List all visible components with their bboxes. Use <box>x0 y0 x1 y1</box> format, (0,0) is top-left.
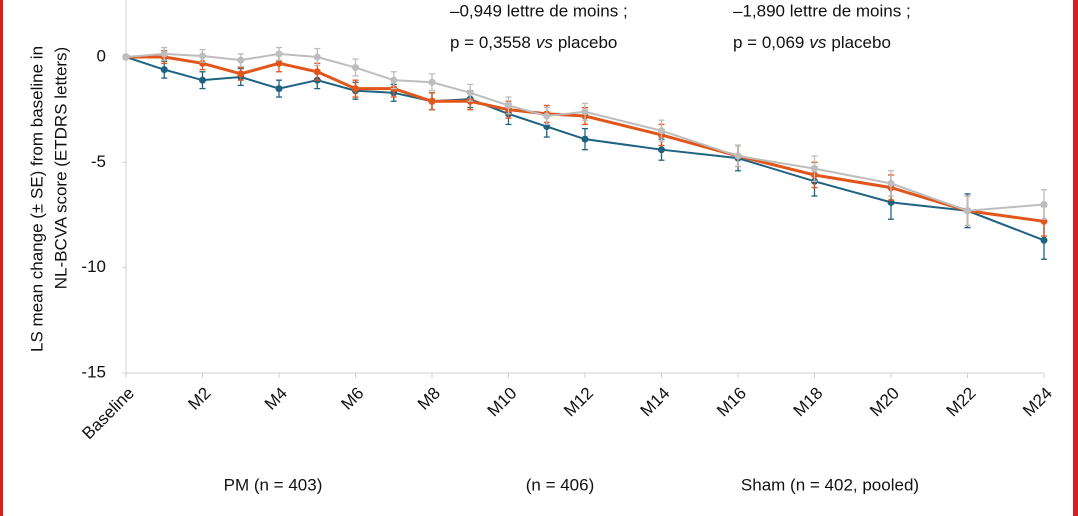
data-point <box>199 59 206 67</box>
data-point <box>352 64 359 72</box>
data-point <box>1040 200 1048 208</box>
data-point <box>199 52 206 60</box>
data-point <box>581 108 589 116</box>
data-point <box>964 207 971 215</box>
data-point <box>160 50 168 58</box>
data-point <box>199 76 206 84</box>
data-point <box>428 97 436 105</box>
x-tick-label: M6 <box>337 384 367 414</box>
data-point <box>390 76 398 84</box>
annotation: –0,949 lettre de moins ; <box>450 1 628 20</box>
data-point <box>658 146 665 154</box>
y-tick-label: 0 <box>97 46 106 65</box>
data-point <box>428 78 436 86</box>
data-point <box>1040 236 1048 244</box>
y-tick-label: -10 <box>81 257 106 276</box>
annotation: –1,890 lettre de moins ; <box>733 1 911 20</box>
data-point <box>275 85 283 93</box>
annotation-part: placebo <box>831 33 891 52</box>
annotation-part: vs <box>536 33 554 52</box>
data-point <box>122 53 130 61</box>
y-axis-label: LS mean change (± SE) from baseline in <box>27 46 46 352</box>
legend-label: (n = 406) <box>526 475 595 494</box>
x-tick-label: M4 <box>261 384 291 414</box>
data-point <box>237 70 245 78</box>
x-tick-label: M22 <box>943 384 980 421</box>
annotation-part: placebo <box>558 33 618 52</box>
data-point <box>160 66 168 74</box>
x-tick-label: M8 <box>414 384 444 414</box>
y-tick-label: -5 <box>91 152 106 171</box>
annotation-part: p = 0,3558 <box>450 33 531 52</box>
frame-border-right <box>1073 0 1078 516</box>
data-point <box>313 53 321 61</box>
annotation: p = 0,069 vs placebo <box>733 33 891 52</box>
x-tick-label: M14 <box>637 384 674 421</box>
annotation: p = 0,3558 vs placebo <box>450 33 617 52</box>
legend-label: PM (n = 403) <box>224 475 323 494</box>
data-point <box>352 85 359 93</box>
data-point <box>734 152 742 160</box>
x-tick-label: M10 <box>484 384 521 421</box>
x-tick-label: M16 <box>713 384 750 421</box>
frame-border-left <box>0 0 3 516</box>
x-tick-label: M12 <box>560 384 597 421</box>
data-point <box>275 50 283 58</box>
data-point <box>658 127 665 135</box>
x-tick-label: M18 <box>790 384 827 421</box>
x-tick-label: M2 <box>184 384 214 414</box>
data-point <box>313 68 321 76</box>
data-point <box>811 165 818 173</box>
y-tick-label: -15 <box>81 362 106 381</box>
annotation-part: vs <box>809 33 827 52</box>
data-point <box>543 112 551 120</box>
data-point <box>581 135 589 143</box>
data-point <box>466 89 474 97</box>
data-point <box>887 179 895 187</box>
x-tick-label: M24 <box>1019 384 1056 421</box>
data-point <box>275 59 283 67</box>
x-tick-label: Baseline <box>78 384 138 444</box>
data-point <box>505 101 512 109</box>
data-point <box>237 56 245 64</box>
annotation-part: p = 0,069 <box>733 33 804 52</box>
legend-label: Sham (n = 402, pooled) <box>741 475 919 494</box>
x-tick-label: M20 <box>866 384 903 421</box>
y-axis-label: NL-BCVA score (ETDRS letters) <box>51 47 70 289</box>
